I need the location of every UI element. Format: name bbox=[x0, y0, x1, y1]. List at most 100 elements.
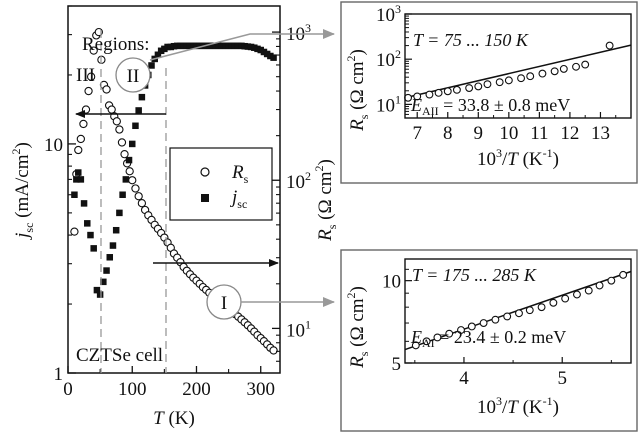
right-tick-label: 101 bbox=[286, 317, 311, 341]
rs-point bbox=[425, 90, 434, 99]
rs-point bbox=[584, 286, 593, 295]
inset-top-frame bbox=[340, 1, 638, 184]
rs-point bbox=[445, 329, 454, 338]
rs-point bbox=[76, 134, 85, 144]
rs-point bbox=[128, 176, 137, 185]
x-tick-label: 5 bbox=[557, 368, 567, 389]
main-left-axis-label: jsc (mA/cm2) bbox=[9, 142, 36, 241]
inset-top-energy: EAII = 33.8 ± 0.8 meV bbox=[410, 95, 570, 118]
jsc-point bbox=[96, 291, 104, 298]
rs-point bbox=[413, 92, 422, 101]
rs-point bbox=[102, 85, 111, 94]
jsc-point bbox=[125, 156, 133, 164]
region-II-circle bbox=[115, 57, 151, 93]
rs-point bbox=[79, 119, 88, 129]
jsc-point bbox=[87, 231, 94, 239]
fit-line bbox=[404, 44, 632, 99]
jsc-point bbox=[135, 107, 142, 114]
rs-point bbox=[515, 309, 523, 318]
legend-rs-marker bbox=[200, 167, 210, 177]
jsc-point bbox=[84, 220, 91, 227]
inset-top-data-marks bbox=[404, 41, 632, 102]
x-tick-label: 200 bbox=[182, 379, 211, 400]
regions-label: Regions: bbox=[82, 34, 150, 55]
x-tick-label: 100 bbox=[118, 379, 147, 400]
main-plot-frame bbox=[67, 5, 281, 374]
inset-bottom-frame bbox=[340, 249, 638, 432]
inset-bottom-energy: EAI = 23.4 ± 0.2 meV bbox=[410, 327, 566, 350]
jsc-point bbox=[122, 176, 130, 183]
right-tick-label: 102 bbox=[286, 169, 311, 193]
rs-point bbox=[457, 326, 465, 334]
jsc-point bbox=[90, 245, 97, 252]
rs-point bbox=[559, 64, 568, 73]
rs-point bbox=[443, 87, 452, 96]
rs-point bbox=[81, 105, 91, 114]
jsc-point bbox=[109, 242, 117, 249]
inset-bottom-data-marks bbox=[404, 270, 632, 351]
legend-jsc-marker bbox=[201, 194, 209, 202]
rs-point bbox=[134, 192, 143, 201]
rs-point bbox=[452, 85, 461, 94]
inset-bottom-x-axis-label: 103/T (K-1) bbox=[477, 394, 559, 418]
jsc-point bbox=[132, 122, 139, 130]
jsc-point bbox=[71, 191, 78, 198]
x-tick-label: 13 bbox=[591, 123, 610, 144]
inset-bottom: 4 5 5 10 T = 175 ... 285 K EAI = 23.4 ± 0.2… bbox=[340, 249, 638, 432]
x-tick-label: 8 bbox=[443, 123, 453, 144]
inset-bottom-axis-ticks: 4 5 5 10 bbox=[382, 268, 612, 389]
jsc-point bbox=[77, 176, 85, 183]
rs-point bbox=[269, 346, 278, 355]
rs-point bbox=[504, 76, 513, 85]
callout-region-II bbox=[149, 29, 335, 61]
jsc-point bbox=[93, 286, 101, 294]
legend-rs-label: Rs bbox=[231, 162, 249, 186]
jsc-point bbox=[80, 200, 88, 207]
main-axis-ticks: 0 100 200 300 1 10 101 102 103 bbox=[44, 5, 311, 400]
rs-point bbox=[550, 67, 559, 76]
rs-point bbox=[467, 322, 476, 331]
rs-point bbox=[581, 60, 590, 69]
inset-bottom-plot-frame bbox=[404, 258, 632, 364]
rs-point bbox=[537, 303, 546, 312]
right-tick-label: 103 bbox=[286, 21, 311, 45]
inset-top-fit-range: T = 75 ... 150 K bbox=[413, 30, 529, 50]
main-plot: 0 100 200 300 1 10 101 102 103 Regions: III II I… bbox=[9, 5, 339, 429]
x-tick-label: 300 bbox=[246, 379, 275, 400]
x-tick-label: 4 bbox=[459, 368, 469, 389]
jsc-point bbox=[154, 51, 162, 59]
jsc-point bbox=[100, 278, 107, 286]
rs-point bbox=[107, 105, 116, 114]
jsc-point bbox=[116, 209, 123, 217]
rs-point bbox=[483, 80, 492, 89]
region-III-label: III bbox=[76, 65, 95, 86]
rs-point bbox=[517, 74, 526, 83]
region-I-label: I bbox=[221, 293, 227, 314]
jsc-point bbox=[148, 62, 155, 69]
rs-point bbox=[131, 184, 140, 193]
rs-point bbox=[549, 298, 558, 307]
x-tick-label: 0 bbox=[63, 379, 73, 400]
jsc-point bbox=[106, 254, 114, 261]
rs-point bbox=[479, 319, 488, 327]
x-tick-label: 9 bbox=[474, 123, 484, 144]
rs-point bbox=[433, 333, 442, 342]
inset-top-y-axis-label: Rs (Ω cm2) bbox=[344, 49, 371, 132]
rs-point bbox=[595, 281, 604, 290]
legend-jsc-label: jsc bbox=[229, 187, 247, 211]
rs-point bbox=[491, 315, 500, 324]
rs-point bbox=[503, 312, 512, 321]
y-tick-label: 10 bbox=[382, 272, 401, 293]
y-tick-label: 5 bbox=[392, 354, 402, 375]
x-tick-label: 12 bbox=[560, 123, 579, 144]
rs-point bbox=[526, 72, 535, 81]
rs-point bbox=[474, 82, 483, 91]
rs-point bbox=[89, 46, 98, 55]
sample-label: CZTSe cell bbox=[76, 345, 163, 366]
rs-point bbox=[120, 150, 129, 159]
jsc-point bbox=[270, 54, 277, 61]
rs-point bbox=[573, 290, 581, 299]
rs-point bbox=[605, 41, 614, 50]
rs-point bbox=[422, 337, 431, 346]
